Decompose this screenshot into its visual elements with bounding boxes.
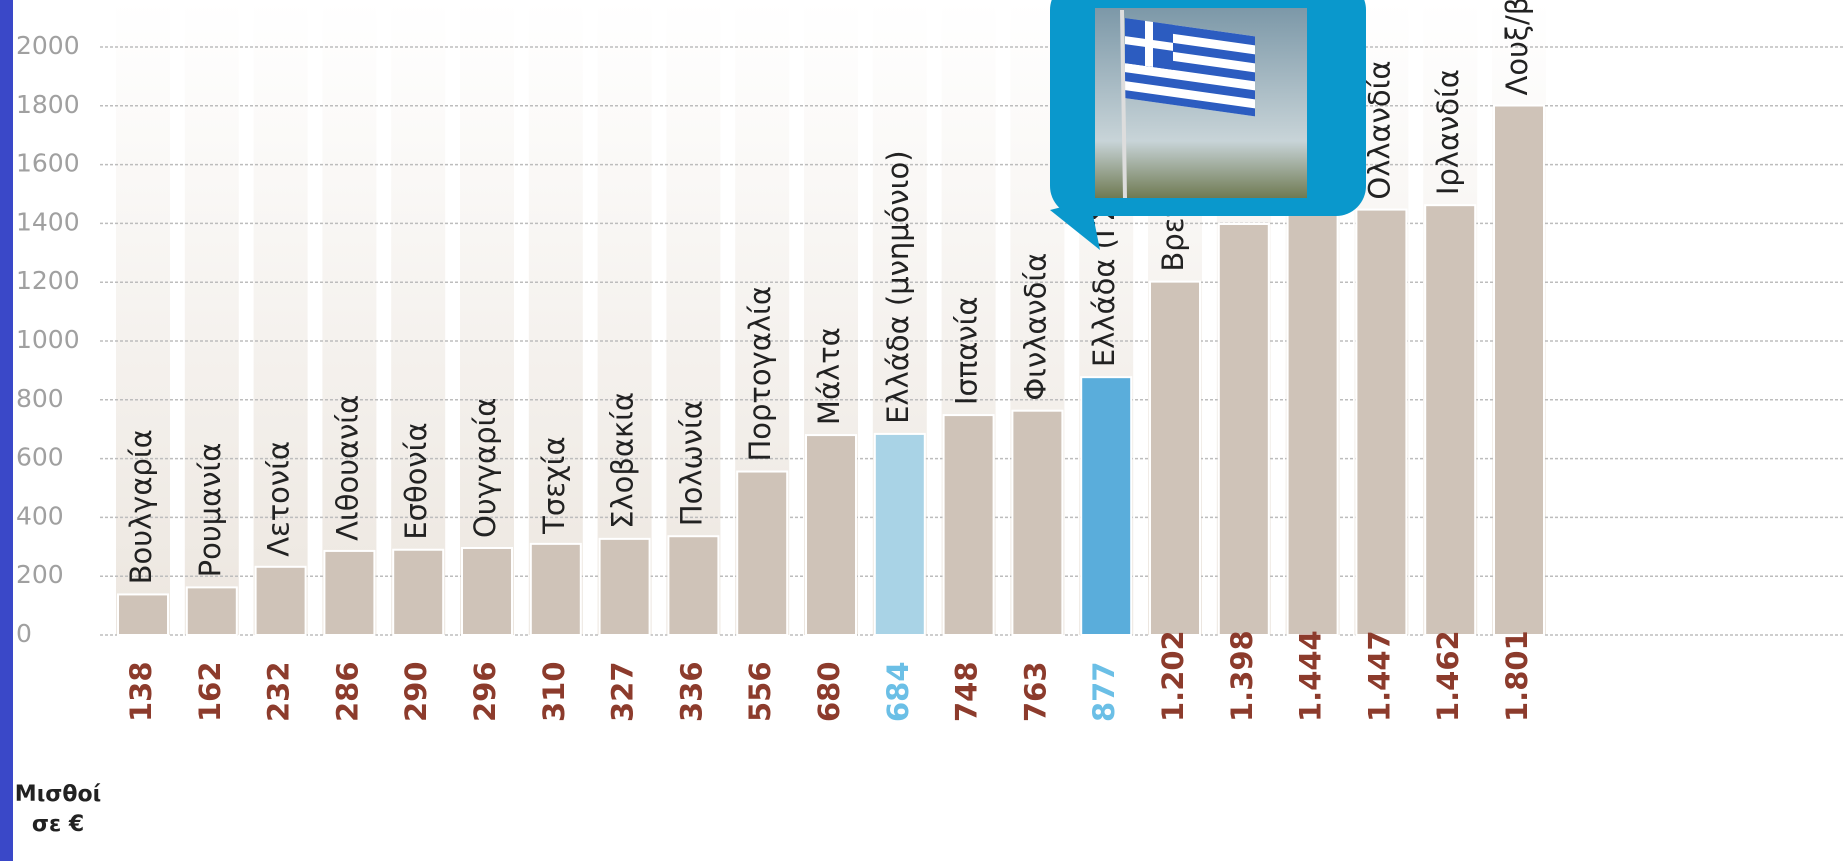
value-label: 556 (743, 661, 777, 722)
value-label: 1.801 (1500, 630, 1534, 722)
category-label: Ουγγαρία (468, 398, 502, 538)
value-label: 162 (193, 661, 227, 722)
y-tick-label: 400 (16, 501, 64, 530)
bar (1355, 208, 1408, 636)
category-label: Σλοβακία (606, 392, 640, 529)
y-tick-label: 600 (16, 443, 64, 472)
bar (461, 546, 513, 637)
value-label: 296 (468, 661, 502, 722)
value-label: 748 (950, 661, 984, 722)
category-label: Λετονία (262, 441, 296, 557)
category-label: Εσθονία (399, 422, 433, 539)
bar (598, 537, 651, 636)
bar (873, 432, 926, 636)
value-label: 680 (812, 661, 846, 722)
bar (1149, 280, 1201, 636)
y-tick-label: 1000 (16, 325, 80, 354)
bar (1217, 222, 1270, 636)
bar (185, 586, 238, 637)
bar (1493, 104, 1545, 637)
category-label: Μάλτα (812, 327, 846, 425)
bar (117, 593, 169, 636)
bar (667, 535, 720, 636)
value-label: 336 (674, 661, 708, 722)
value-label: 1.398 (1225, 630, 1259, 722)
category-label: Φινλανδία (1018, 253, 1052, 401)
value-label: 286 (330, 661, 364, 722)
value-title: σε € (32, 812, 84, 837)
category-label: Λιθουανία (330, 395, 364, 541)
value-label: 310 (537, 661, 571, 722)
y-tick-label: 1400 (16, 207, 80, 236)
bar (805, 434, 857, 636)
left-border (0, 0, 13, 861)
callout (1050, 0, 1366, 250)
category-label: Πορτογαλία (743, 286, 777, 462)
value-label: 327 (606, 661, 640, 722)
bar (392, 548, 445, 636)
category-label: Βουλγαρία (124, 429, 158, 584)
value-label: 1.447 (1362, 630, 1396, 722)
category-label: Ισπανία (950, 296, 984, 405)
category-label: Λουξ/βούργο (1500, 0, 1534, 96)
value-label: 1.462 (1431, 630, 1465, 722)
value-label: 684 (881, 661, 915, 722)
value-label: 232 (262, 661, 296, 722)
category-label: Τσεχία (537, 436, 571, 534)
value-label: 1.202 (1156, 630, 1190, 722)
y-tick-label: 1800 (16, 90, 80, 119)
y-tick-label: 0 (16, 619, 32, 648)
column-background (528, 0, 583, 635)
category-label: Ελλάδα (μνημόνιο) (881, 150, 915, 423)
value-label: 877 (1087, 661, 1121, 722)
bar (942, 414, 995, 637)
bar (1424, 204, 1477, 636)
category-label: Πολωνία (674, 400, 708, 526)
y-tick-label: 1600 (16, 149, 80, 178)
value-label: 138 (124, 661, 158, 722)
y-tick-label: 800 (16, 384, 64, 413)
y-tick-label: 1200 (16, 266, 80, 295)
flag (1120, 9, 1255, 199)
bar (736, 470, 789, 637)
value-title: Μισθοί (15, 782, 101, 807)
y-tick-label: 200 (16, 560, 64, 589)
y-tick-label: 2000 (16, 31, 80, 60)
bar (254, 565, 307, 636)
category-label: Ολλανδία (1362, 60, 1396, 199)
bar (1080, 376, 1133, 636)
bar (1011, 409, 1064, 637)
category-label: Ιρλανδία (1431, 69, 1465, 195)
value-label: 763 (1018, 661, 1052, 722)
bar (529, 542, 582, 636)
bar (1286, 209, 1339, 637)
column-background (460, 0, 514, 635)
bar (323, 549, 376, 637)
value-label: 1.444 (1294, 630, 1328, 722)
value-label: 290 (399, 661, 433, 722)
category-label: Ρουμανία (193, 443, 227, 578)
